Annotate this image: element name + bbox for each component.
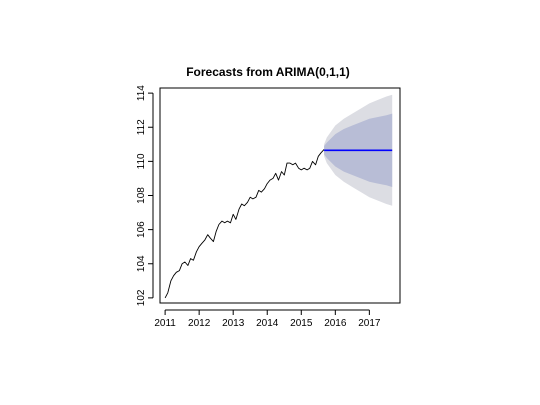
y-tick-label: 106 <box>136 221 147 238</box>
y-tick-label: 112 <box>136 119 147 135</box>
x-tick-label: 2012 <box>188 318 211 329</box>
x-axis: 2011 2012 2013 2014 2015 2016 2017 <box>154 309 381 329</box>
x-tick-label: 2013 <box>222 318 245 329</box>
history-line <box>164 149 325 299</box>
y-axis: 102 104 106 108 110 112 114 <box>136 85 154 306</box>
y-tick-label: 104 <box>136 255 147 272</box>
y-tick-label: 114 <box>136 85 147 101</box>
x-tick-label: 2014 <box>256 318 279 329</box>
y-tick-label: 110 <box>136 153 147 169</box>
x-tick-label: 2016 <box>324 318 347 329</box>
x-tick-label: 2011 <box>154 318 176 329</box>
y-tick-label: 108 <box>136 187 147 204</box>
x-tick-label: 2015 <box>290 318 313 329</box>
y-tick-label: 102 <box>136 289 147 306</box>
plot-frame <box>159 87 401 304</box>
series-lines <box>164 149 393 299</box>
chart-title: Forecasts from ARIMA(0,1,1) <box>186 65 350 79</box>
x-tick-label: 2017 <box>358 318 381 329</box>
